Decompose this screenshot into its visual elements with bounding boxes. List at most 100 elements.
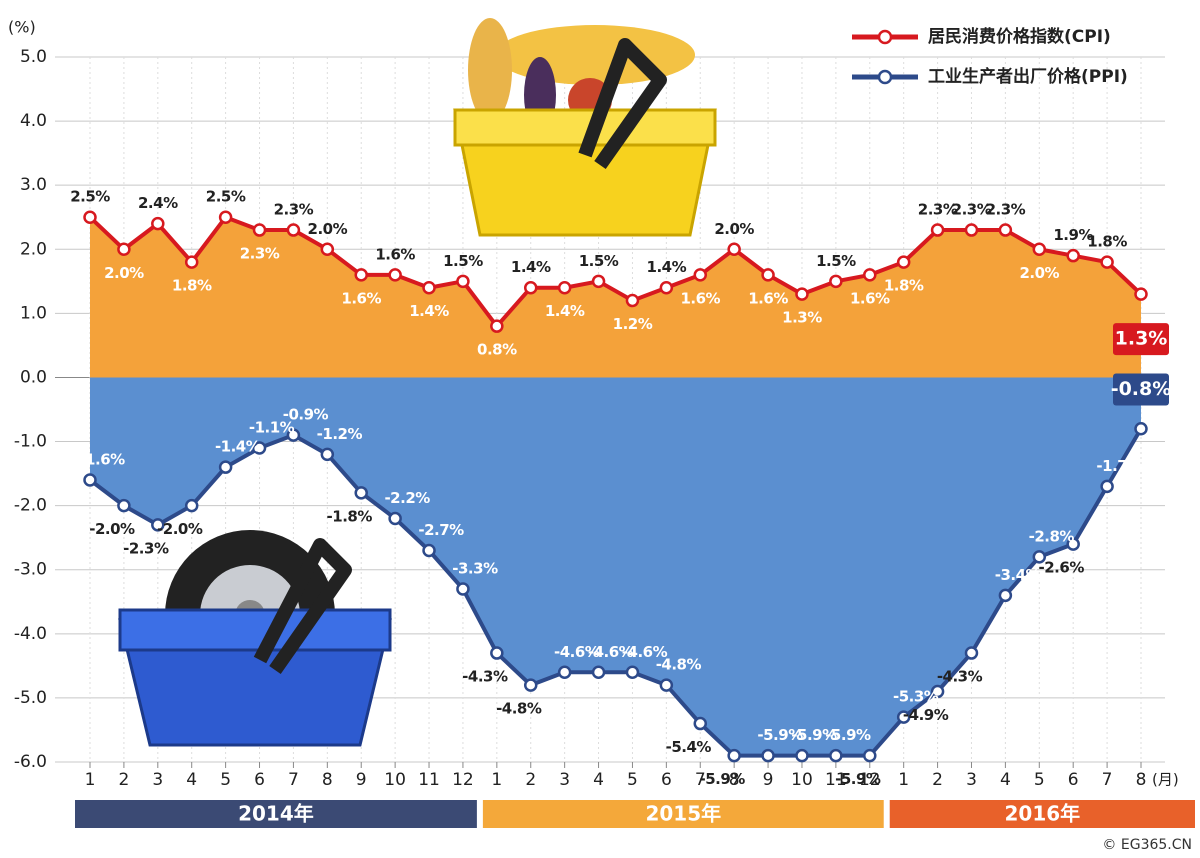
- value-label: 2.5%: [206, 188, 246, 206]
- x-tick-label: 6: [254, 770, 265, 790]
- point: [1134, 421, 1148, 436]
- point: [523, 280, 538, 295]
- value-label: -0.8%: [1111, 378, 1172, 400]
- x-tick-label: 1: [491, 770, 502, 790]
- point: [456, 274, 470, 289]
- x-tick-label: 4: [593, 770, 604, 790]
- point: [1032, 550, 1047, 564]
- point: [727, 748, 741, 763]
- area-layer: [90, 217, 1141, 756]
- value-label: -2.7%: [418, 521, 464, 539]
- x-tick-label: 6: [1068, 770, 1079, 790]
- highlight-label-box: [1113, 373, 1169, 406]
- area: [90, 377, 1141, 756]
- x-tick-label: 5: [220, 770, 231, 790]
- x-tick-label: 7: [1102, 770, 1113, 790]
- value-label: -1.1%: [249, 418, 295, 436]
- point: [625, 293, 640, 308]
- highlight-label-box: [1113, 323, 1169, 356]
- point: [659, 678, 674, 692]
- point: [83, 473, 97, 487]
- value-label: 1.4%: [545, 302, 585, 320]
- value-label: -2.0%: [157, 520, 203, 538]
- point: [286, 428, 301, 442]
- value-label: 1.6%: [850, 289, 890, 307]
- value-label: -5.9%: [757, 726, 803, 744]
- x-tick-label: 3: [152, 770, 163, 790]
- value-label: -5.4%: [666, 738, 712, 756]
- point: [930, 684, 945, 699]
- point: [151, 518, 165, 532]
- data-layer: 2.5%2.0%2.4%1.8%2.5%2.3%2.3%2.0%1.6%1.6%…: [70, 26, 1171, 788]
- value-label: 2.3%: [918, 201, 958, 219]
- point: [354, 486, 368, 500]
- value-label: 1.4%: [511, 258, 551, 276]
- value-label: -5.9%: [791, 726, 837, 744]
- value-label: -2.6%: [1039, 559, 1085, 577]
- point: [761, 268, 775, 282]
- value-label: 2.0%: [104, 264, 144, 282]
- value-label: 1.5%: [816, 252, 856, 270]
- value-label: 2.4%: [138, 194, 178, 212]
- point: [795, 287, 809, 301]
- y-tick-label: 2.0: [20, 239, 47, 259]
- point: [117, 242, 131, 257]
- value-label: 2.0%: [1019, 264, 1059, 282]
- point: [422, 280, 436, 295]
- point: [557, 280, 572, 295]
- point: [829, 748, 843, 763]
- value-label: 1.3%: [1115, 328, 1168, 350]
- tyre-basket-icon: [118, 530, 392, 747]
- value-label: -4.9%: [903, 706, 949, 724]
- point: [320, 242, 335, 257]
- value-label: -4.8%: [656, 656, 702, 674]
- x-tick-label: 3: [559, 770, 570, 790]
- value-label: -2.3%: [123, 539, 169, 557]
- point: [117, 498, 131, 513]
- point: [320, 447, 335, 462]
- value-label: 1.5%: [443, 252, 483, 270]
- value-label: 1.6%: [375, 245, 415, 263]
- point: [1134, 287, 1148, 301]
- point: [896, 255, 911, 269]
- value-label: -5.9%: [835, 770, 881, 788]
- value-label: -4.6%: [554, 643, 600, 661]
- point: [184, 498, 199, 513]
- value-label: 1.8%: [172, 277, 212, 295]
- x-tick-label: 12: [859, 770, 881, 790]
- point: [1032, 242, 1047, 257]
- x-tick-label: 5: [1034, 770, 1045, 790]
- value-label: 1.4%: [647, 258, 687, 276]
- point: [1066, 537, 1080, 551]
- value-label: -4.6%: [622, 643, 668, 661]
- point: [998, 223, 1013, 237]
- value-label: 1.6%: [341, 289, 381, 307]
- value-label: -4.3%: [462, 668, 508, 686]
- point: [354, 268, 368, 282]
- value-label: 1.8%: [1087, 233, 1127, 251]
- value-label: -5.9%: [825, 726, 871, 744]
- y-tick-label: -5.0: [14, 688, 47, 708]
- point: [829, 274, 843, 289]
- x-tick-label: 2: [118, 770, 129, 790]
- point: [490, 319, 504, 333]
- point: [998, 588, 1013, 603]
- point: [557, 665, 572, 680]
- point: [863, 268, 877, 282]
- point: [252, 223, 267, 237]
- point: [964, 223, 979, 237]
- y-tick-label: -3.0: [14, 560, 47, 580]
- legend-label: 居民消费价格指数(CPI): [928, 26, 1111, 47]
- value-label: -4.8%: [496, 700, 542, 718]
- y-axis-unit: (%): [8, 18, 36, 37]
- x-tick-label: 8: [729, 770, 740, 790]
- point: [151, 216, 165, 231]
- x-tick-label: 3: [966, 770, 977, 790]
- point: [930, 223, 945, 237]
- point: [422, 543, 436, 558]
- value-label: -1.7%: [1096, 457, 1142, 475]
- x-tick-label: 8: [1136, 770, 1147, 790]
- value-label: -3.4%: [995, 566, 1041, 584]
- year-label: 2015年: [645, 802, 721, 826]
- point: [1066, 248, 1080, 263]
